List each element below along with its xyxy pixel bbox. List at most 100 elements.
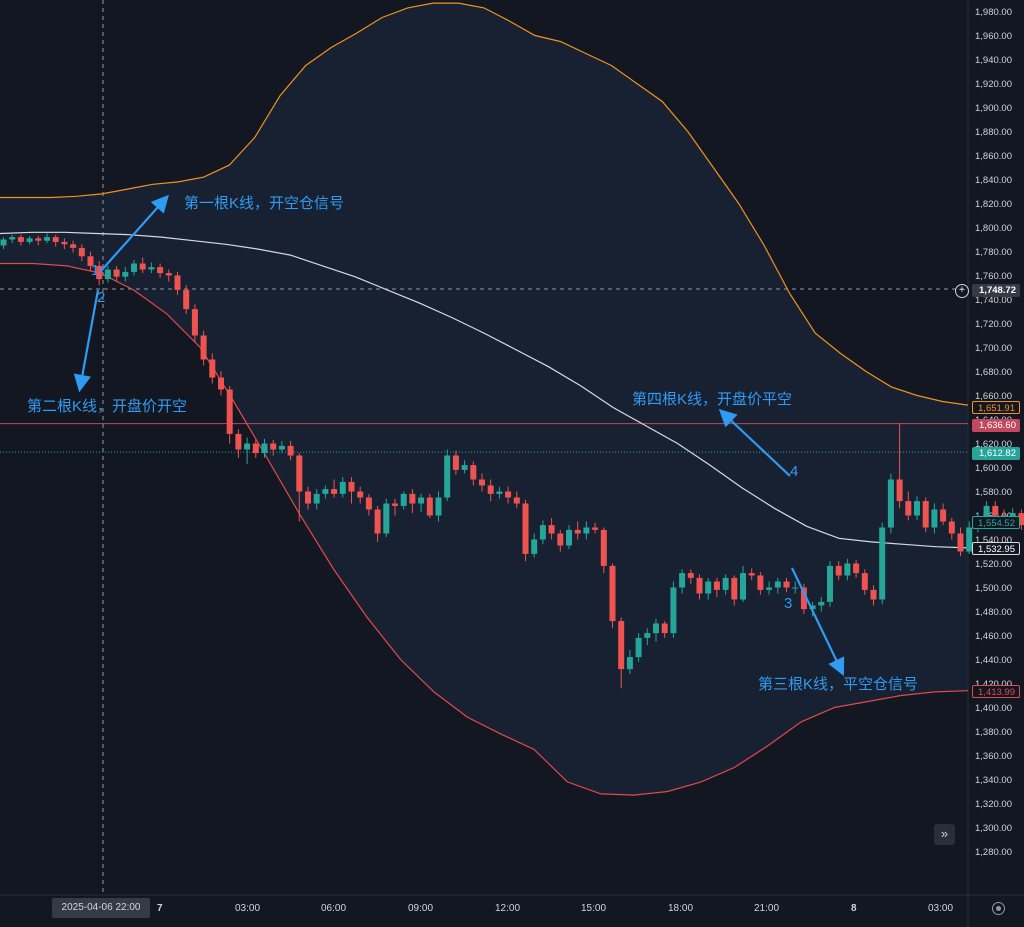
candle-body <box>374 509 381 534</box>
x-tick-label: 15:00 <box>581 903 607 914</box>
candle-body <box>583 527 590 534</box>
candle-body <box>139 263 146 270</box>
candle-body <box>52 237 59 242</box>
candle-body <box>261 443 268 454</box>
candle-body <box>626 657 633 670</box>
x-tick-label: 7 <box>157 903 163 914</box>
candle-body <box>218 377 224 390</box>
y-tick-label: 1,360.00 <box>975 751 1012 762</box>
candle-body <box>513 497 520 504</box>
x-tick-label: 18:00 <box>668 903 694 914</box>
y-tick-label: 1,680.00 <box>975 367 1012 378</box>
y-tick-label: 1,700.00 <box>975 343 1012 354</box>
add-alert-plus-icon[interactable]: + <box>955 284 969 298</box>
candle-body <box>339 481 346 494</box>
candle-body <box>357 491 364 498</box>
candle-body <box>96 265 103 280</box>
current-price-label: 1,554.52 <box>972 516 1020 529</box>
candle-body <box>896 479 903 502</box>
candle-body <box>296 455 303 492</box>
candle-body <box>661 623 668 634</box>
candle-body <box>957 533 964 552</box>
candle-body <box>983 505 990 518</box>
y-tick-label: 1,420.00 <box>975 679 1012 690</box>
y-tick-label: 1,300.00 <box>975 823 1012 834</box>
candle-body <box>557 533 564 546</box>
y-tick-label: 1,440.00 <box>975 655 1012 666</box>
candle-body <box>861 573 868 590</box>
y-tick-label: 1,600.00 <box>975 463 1012 474</box>
candle-body <box>183 289 190 310</box>
candle-body <box>392 503 398 506</box>
candle-body <box>696 577 703 594</box>
candle-body <box>844 563 851 576</box>
candle-body <box>157 267 164 274</box>
arrow-to-third-candle-text <box>791 567 845 676</box>
candle-body <box>26 238 33 242</box>
candle-body <box>740 573 746 600</box>
candle-body <box>479 479 485 486</box>
red-line-price-label: 1,636.60 <box>972 419 1020 432</box>
y-tick-label: 1,900.00 <box>975 103 1012 114</box>
y-tick-label: 1,720.00 <box>975 319 1012 330</box>
candle-body <box>905 501 912 516</box>
candle-body <box>305 491 311 504</box>
y-tick-label: 1,340.00 <box>975 775 1012 786</box>
marker-3: 3 <box>784 595 793 612</box>
y-tick-label: 1,620.00 <box>975 439 1012 450</box>
candle-body <box>922 501 929 528</box>
scroll-to-realtime-button[interactable]: » <box>934 824 955 845</box>
candle-body <box>235 433 242 450</box>
candle-body <box>244 443 251 450</box>
candle-body <box>748 573 755 576</box>
candle-body <box>914 501 920 516</box>
y-tick-label: 1,540.00 <box>975 535 1012 546</box>
candle-body <box>548 525 555 534</box>
candle-body <box>539 525 546 540</box>
y-tick-label: 1,460.00 <box>975 631 1012 642</box>
candle-body <box>592 527 599 530</box>
candle-body <box>757 575 764 590</box>
candle-body <box>209 359 216 378</box>
x-tick-label: 12:00 <box>495 903 521 914</box>
candle-body <box>44 237 50 241</box>
candle-body <box>870 589 877 600</box>
y-tick-label: 1,860.00 <box>975 151 1012 162</box>
candle-body <box>670 587 677 634</box>
candle-body <box>287 445 294 456</box>
candle-body <box>122 271 129 277</box>
crosshair-date-label: 2025-04-06 22:00 <box>52 898 150 918</box>
y-tick-label: 1,820.00 <box>975 199 1012 210</box>
candle-body <box>940 509 947 522</box>
candle-body <box>70 244 77 248</box>
candle-body <box>87 256 94 266</box>
candle-body <box>113 269 120 277</box>
candle-body <box>400 493 407 506</box>
candle-body <box>383 503 390 534</box>
candle-body <box>687 573 694 578</box>
candle-body <box>461 465 468 470</box>
candle-body <box>0 239 7 246</box>
y-tick-label: 1,320.00 <box>975 799 1012 810</box>
candle-body <box>992 505 999 516</box>
candle-body <box>313 493 320 504</box>
candle-body <box>853 563 860 574</box>
candle-body <box>783 581 790 588</box>
candle-body <box>722 577 729 590</box>
candle-body <box>618 621 625 670</box>
candle-body <box>200 335 207 360</box>
x-tick-label: 03:00 <box>235 903 261 914</box>
arrow-to-first-candle-text <box>99 194 169 273</box>
y-tick-label: 1,280.00 <box>975 847 1012 858</box>
candle-body <box>17 237 24 242</box>
candle-body <box>505 491 512 498</box>
arrow-to-fourth-candle-text <box>718 408 791 477</box>
candle-body <box>78 247 85 257</box>
candle-body <box>426 497 433 516</box>
y-tick-label: 1,580.00 <box>975 487 1012 498</box>
settings-gear-icon[interactable] <box>992 902 1005 915</box>
marker-1: 1 <box>91 262 100 279</box>
candle-body <box>191 309 198 336</box>
candle-body <box>322 489 329 494</box>
